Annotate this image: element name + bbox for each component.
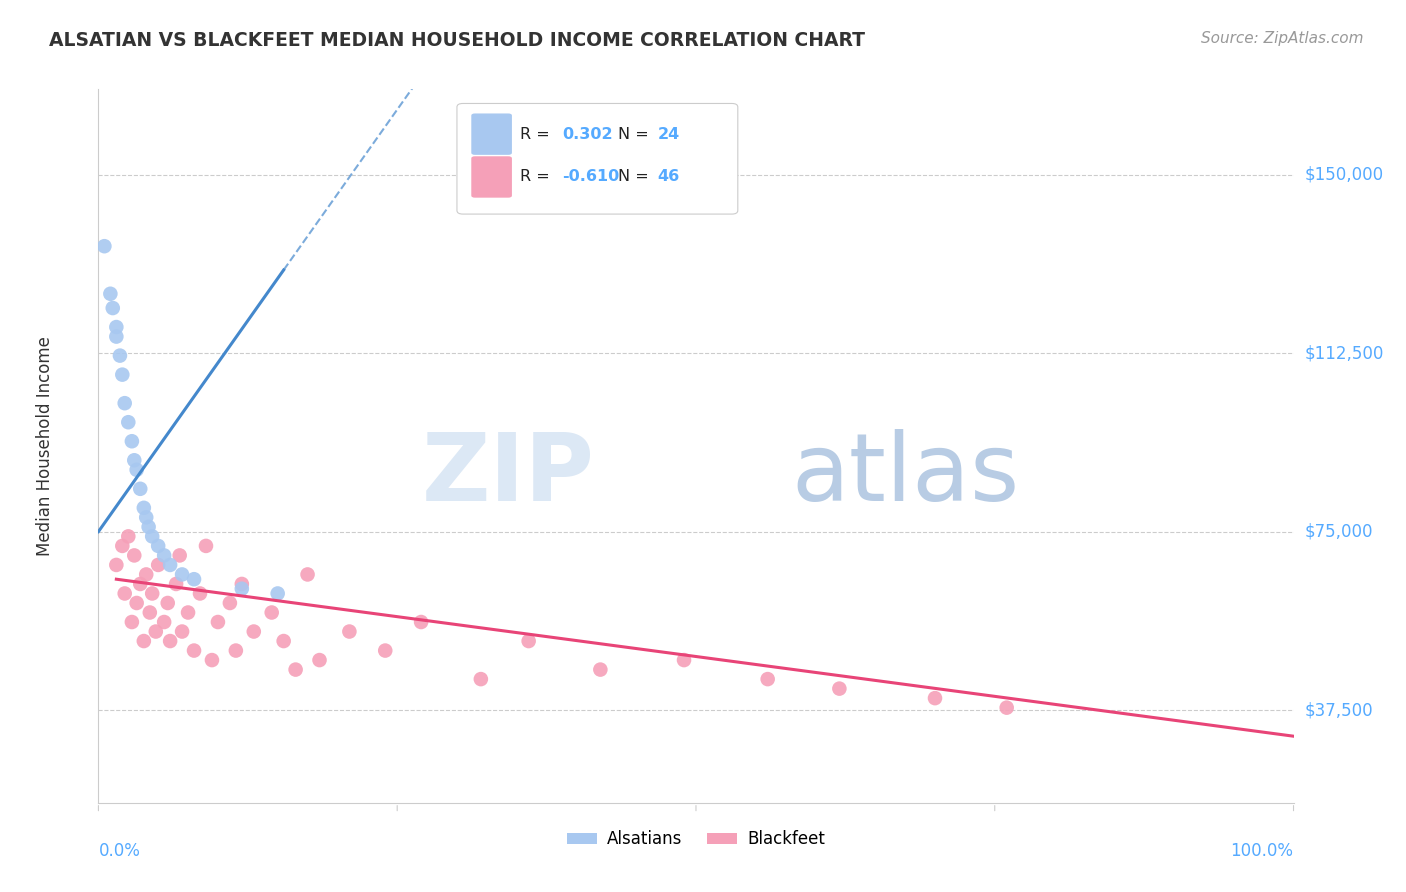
Point	[93, 239, 115, 253]
Point	[121, 434, 143, 449]
Point	[374, 643, 396, 657]
Point	[132, 634, 155, 648]
Text: 0.302: 0.302	[562, 127, 613, 142]
Point	[111, 539, 134, 553]
Point	[138, 520, 160, 534]
Point	[169, 549, 191, 563]
Text: R =: R =	[520, 169, 555, 185]
Text: 0.0%: 0.0%	[98, 842, 141, 860]
Point	[141, 529, 163, 543]
Point	[159, 634, 181, 648]
Text: 46: 46	[658, 169, 681, 185]
FancyBboxPatch shape	[471, 113, 512, 155]
Legend: Alsatians, Blackfeet: Alsatians, Blackfeet	[560, 824, 832, 855]
Point	[101, 301, 124, 315]
Point	[135, 510, 157, 524]
Point	[517, 634, 540, 648]
Point	[284, 663, 307, 677]
Point	[145, 624, 167, 639]
Text: $112,500: $112,500	[1305, 344, 1384, 362]
Point	[98, 286, 122, 301]
Point	[243, 624, 266, 639]
Text: $150,000: $150,000	[1305, 166, 1384, 184]
Point	[231, 582, 253, 596]
Point	[156, 596, 179, 610]
Point	[201, 653, 224, 667]
Point	[117, 529, 139, 543]
FancyBboxPatch shape	[471, 156, 512, 198]
Text: R =: R =	[520, 127, 555, 142]
Text: Source: ZipAtlas.com: Source: ZipAtlas.com	[1201, 31, 1364, 46]
Point	[183, 643, 205, 657]
Point	[339, 624, 361, 639]
Point	[132, 500, 155, 515]
Point	[124, 549, 146, 563]
Point	[225, 643, 247, 657]
Text: $75,000: $75,000	[1305, 523, 1374, 541]
Point	[267, 586, 290, 600]
Point	[117, 415, 139, 429]
Point	[470, 672, 492, 686]
Point	[139, 606, 162, 620]
Point	[260, 606, 283, 620]
Point	[108, 349, 131, 363]
Point	[124, 453, 146, 467]
Point	[105, 320, 128, 334]
Point	[177, 606, 200, 620]
Point	[231, 577, 253, 591]
Point	[153, 615, 176, 629]
Point	[589, 663, 612, 677]
Point	[153, 549, 176, 563]
Point	[141, 586, 163, 600]
Point	[188, 586, 211, 600]
Text: ALSATIAN VS BLACKFEET MEDIAN HOUSEHOLD INCOME CORRELATION CHART: ALSATIAN VS BLACKFEET MEDIAN HOUSEHOLD I…	[49, 31, 865, 50]
Point	[111, 368, 134, 382]
Text: N =: N =	[619, 127, 654, 142]
Point	[756, 672, 779, 686]
Point	[673, 653, 696, 667]
Point	[308, 653, 330, 667]
Point	[114, 586, 136, 600]
Point	[172, 624, 194, 639]
Text: $37,500: $37,500	[1305, 701, 1374, 719]
Point	[172, 567, 194, 582]
Point	[129, 577, 152, 591]
Point	[105, 329, 128, 343]
Point	[828, 681, 851, 696]
Point	[129, 482, 152, 496]
Text: atlas: atlas	[792, 428, 1019, 521]
Text: -0.610: -0.610	[562, 169, 620, 185]
Point	[207, 615, 229, 629]
Point	[219, 596, 242, 610]
Point	[159, 558, 181, 572]
Point	[148, 558, 170, 572]
Point	[121, 615, 143, 629]
Text: ZIP: ZIP	[422, 428, 595, 521]
Text: Median Household Income: Median Household Income	[35, 336, 53, 556]
Point	[183, 572, 205, 586]
Point	[125, 463, 148, 477]
Point	[195, 539, 218, 553]
Point	[114, 396, 136, 410]
Point	[411, 615, 433, 629]
Text: N =: N =	[619, 169, 654, 185]
Point	[165, 577, 187, 591]
Point	[125, 596, 148, 610]
FancyBboxPatch shape	[457, 103, 738, 214]
Point	[924, 691, 946, 706]
Point	[297, 567, 319, 582]
Point	[995, 700, 1018, 714]
Point	[135, 567, 157, 582]
Text: 24: 24	[658, 127, 681, 142]
Point	[273, 634, 295, 648]
Point	[105, 558, 128, 572]
Text: 100.0%: 100.0%	[1230, 842, 1294, 860]
Point	[148, 539, 170, 553]
